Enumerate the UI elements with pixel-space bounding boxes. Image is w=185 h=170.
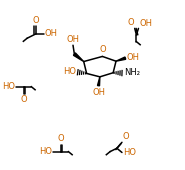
Polygon shape [73, 53, 84, 62]
Text: OH: OH [126, 53, 139, 62]
Text: HO: HO [63, 67, 76, 76]
Text: O: O [99, 45, 106, 54]
Text: NH₂: NH₂ [124, 69, 140, 77]
Text: O: O [20, 95, 27, 104]
Text: O: O [127, 18, 134, 27]
Text: O: O [122, 132, 129, 141]
Text: OH: OH [92, 88, 105, 97]
Text: O: O [33, 16, 39, 25]
Text: HO: HO [123, 148, 136, 157]
Text: HO: HO [2, 82, 15, 91]
Text: O: O [58, 134, 64, 143]
Text: OH: OH [66, 35, 79, 44]
Polygon shape [97, 77, 100, 86]
Text: OH: OH [45, 30, 58, 38]
Text: HO: HO [39, 147, 52, 156]
Text: OH: OH [139, 19, 152, 28]
Polygon shape [116, 57, 126, 61]
